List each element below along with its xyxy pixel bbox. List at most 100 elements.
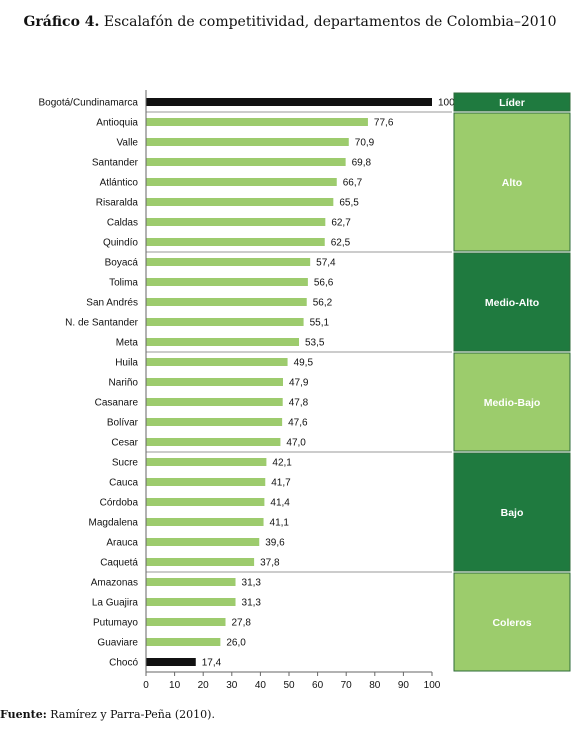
category-label: Huila (115, 358, 138, 369)
bar (146, 578, 236, 586)
bar (146, 138, 349, 146)
value-label: 47,9 (289, 378, 309, 389)
bar (146, 378, 283, 386)
x-tick-label: 40 (255, 680, 267, 691)
bar (146, 298, 307, 306)
bar (146, 598, 236, 606)
chart-source: Fuente: Ramírez y Parra-Peña (2010). (0, 708, 215, 721)
bar (146, 478, 266, 486)
category-label: Bolívar (107, 418, 139, 429)
bar (146, 178, 337, 186)
category-label: Chocó (109, 658, 138, 669)
category-label: Córdoba (100, 498, 139, 509)
group-label: Alto (502, 177, 522, 189)
value-label: 47,6 (288, 418, 308, 429)
group-box (453, 572, 571, 672)
x-tick-label: 100 (424, 680, 441, 691)
x-tick-label: 0 (143, 680, 149, 691)
group-box (453, 92, 571, 112)
value-label: 57,4 (316, 258, 336, 269)
group-box (453, 112, 571, 252)
bar (146, 338, 300, 346)
value-label: 41,1 (270, 518, 290, 529)
bar (146, 638, 221, 646)
bar (146, 258, 311, 266)
category-label: Caldas (107, 218, 138, 229)
bar (146, 658, 196, 666)
category-label: Antioquia (96, 118, 138, 129)
bar (146, 538, 260, 546)
value-label: 53,5 (305, 338, 325, 349)
category-label: Meta (116, 338, 139, 349)
bar (146, 218, 326, 226)
source-text: Ramírez y Parra-Peña (2010). (50, 708, 215, 721)
value-label: 41,4 (270, 498, 290, 509)
value-label: 55,1 (310, 318, 330, 329)
category-label: Casanare (95, 398, 139, 409)
value-label: 100 (438, 98, 455, 109)
category-label: Tolima (109, 278, 138, 289)
value-label: 31,3 (242, 598, 262, 609)
value-label: 47,0 (286, 438, 306, 449)
x-tick-label: 70 (341, 680, 353, 691)
category-label: Magdalena (89, 518, 139, 529)
category-label: Santander (92, 158, 139, 169)
bar (146, 518, 264, 526)
category-label: Cesar (111, 438, 138, 449)
category-label: Risaralda (96, 198, 139, 209)
value-label: 70,9 (355, 138, 375, 149)
category-label: Sucre (112, 458, 139, 469)
bar (146, 198, 334, 206)
value-label: 47,8 (289, 398, 309, 409)
category-label: Nariño (109, 378, 139, 389)
category-label: Atlántico (100, 178, 139, 189)
bar (146, 238, 325, 246)
category-label: Guaviare (97, 638, 138, 649)
value-label: 62,7 (331, 218, 351, 229)
value-label: 31,3 (242, 578, 262, 589)
caption-label: Gráfico 4. (23, 14, 100, 30)
group-label: Medio-Alto (485, 297, 539, 309)
bar (146, 118, 368, 126)
x-tick-label: 30 (226, 680, 238, 691)
group-box (453, 352, 571, 452)
value-label: 42,1 (272, 458, 292, 469)
value-label: 17,4 (202, 658, 222, 669)
group-label: Medio-Bajo (484, 397, 541, 409)
bar (146, 358, 288, 366)
value-label: 69,8 (352, 158, 372, 169)
bar (146, 438, 281, 446)
category-label: Arauca (106, 538, 138, 549)
value-label: 41,7 (271, 478, 291, 489)
group-label: Coleros (492, 617, 531, 629)
value-label: 77,6 (374, 118, 394, 129)
x-tick-label: 90 (398, 680, 410, 691)
value-label: 66,7 (343, 178, 363, 189)
category-label: San Andrés (86, 298, 138, 309)
value-label: 39,6 (265, 538, 285, 549)
value-label: 37,8 (260, 558, 280, 569)
group-box (453, 452, 571, 572)
value-label: 65,5 (339, 198, 359, 209)
group-box (453, 252, 571, 352)
category-label: Valle (117, 138, 139, 149)
value-label: 27,8 (232, 618, 252, 629)
group-label: Bajo (501, 507, 524, 519)
bar (146, 458, 267, 466)
source-label: Fuente: (0, 708, 47, 721)
category-label: Caquetá (100, 558, 138, 569)
chart-caption: Gráfico 4. Escalafón de competitividad, … (0, 14, 580, 30)
value-label: 62,5 (331, 238, 351, 249)
value-label: 26,0 (226, 638, 246, 649)
category-label: La Guajira (92, 598, 139, 609)
category-label: N. de Santander (65, 318, 138, 329)
value-label: 56,6 (314, 278, 334, 289)
category-label: Boyacá (105, 258, 139, 269)
bar (146, 278, 308, 286)
x-tick-label: 50 (283, 680, 295, 691)
bar (146, 158, 346, 166)
x-tick-label: 10 (169, 680, 181, 691)
bar (146, 98, 432, 106)
caption-text: Escalafón de competitividad, departament… (103, 14, 557, 30)
